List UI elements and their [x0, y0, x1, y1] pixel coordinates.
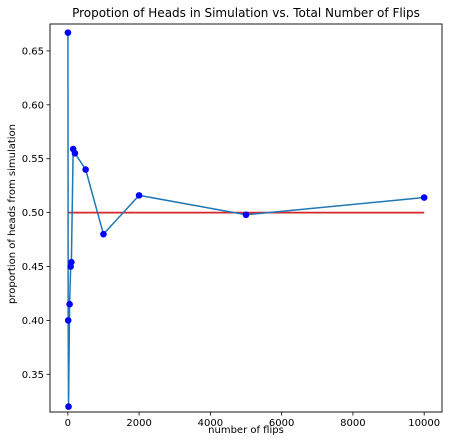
y-axis-ticks: 0.35 0.40 0.45 0.50 0.55 0.60 0.65	[22, 46, 50, 381]
y-axis-label: proportion of heads from simulation	[7, 124, 18, 304]
data-point	[242, 211, 250, 219]
y-tick-label: 0.60	[22, 100, 44, 111]
chart-title: Propotion of Heads in Simulation vs. Tot…	[72, 6, 420, 20]
y-tick-label: 0.65	[22, 46, 44, 57]
simulation-line	[67, 32, 425, 407]
data-point	[420, 194, 428, 201]
x-tick-label: 4000	[198, 418, 223, 429]
y-tick-label: 0.40	[22, 316, 44, 327]
data-series	[64, 29, 428, 410]
y-tick-label: 0.50	[22, 208, 44, 219]
plot-area: 0 2000 4000 6000 8000 10000 0.350.400.450.500…	[22, 23, 443, 429]
y-tick-label: 0.35	[22, 370, 44, 381]
y-tick-label: 0.55	[22, 154, 44, 165]
x-tick-label: 8000	[340, 418, 365, 429]
data-point	[64, 317, 72, 324]
plot-frame	[49, 23, 443, 413]
data-point	[82, 166, 89, 173]
data-point	[68, 258, 75, 266]
x-tick-label: 10000	[408, 418, 440, 429]
data-point	[64, 29, 72, 36]
data-point	[71, 150, 79, 157]
data-point	[66, 300, 73, 308]
data-point	[135, 192, 143, 199]
x-tick-label: 2000	[126, 418, 151, 429]
x-tick-label: 6000	[269, 418, 294, 429]
data-point	[100, 230, 107, 238]
x-axis-label: number of flips	[208, 425, 284, 436]
data-point	[65, 403, 72, 410]
x-axis-ticks: 0 2000 4000 6000 8000 10000	[65, 412, 440, 429]
x-tick-label: 0	[65, 418, 71, 429]
y-tick-label: 0.45	[22, 262, 44, 273]
